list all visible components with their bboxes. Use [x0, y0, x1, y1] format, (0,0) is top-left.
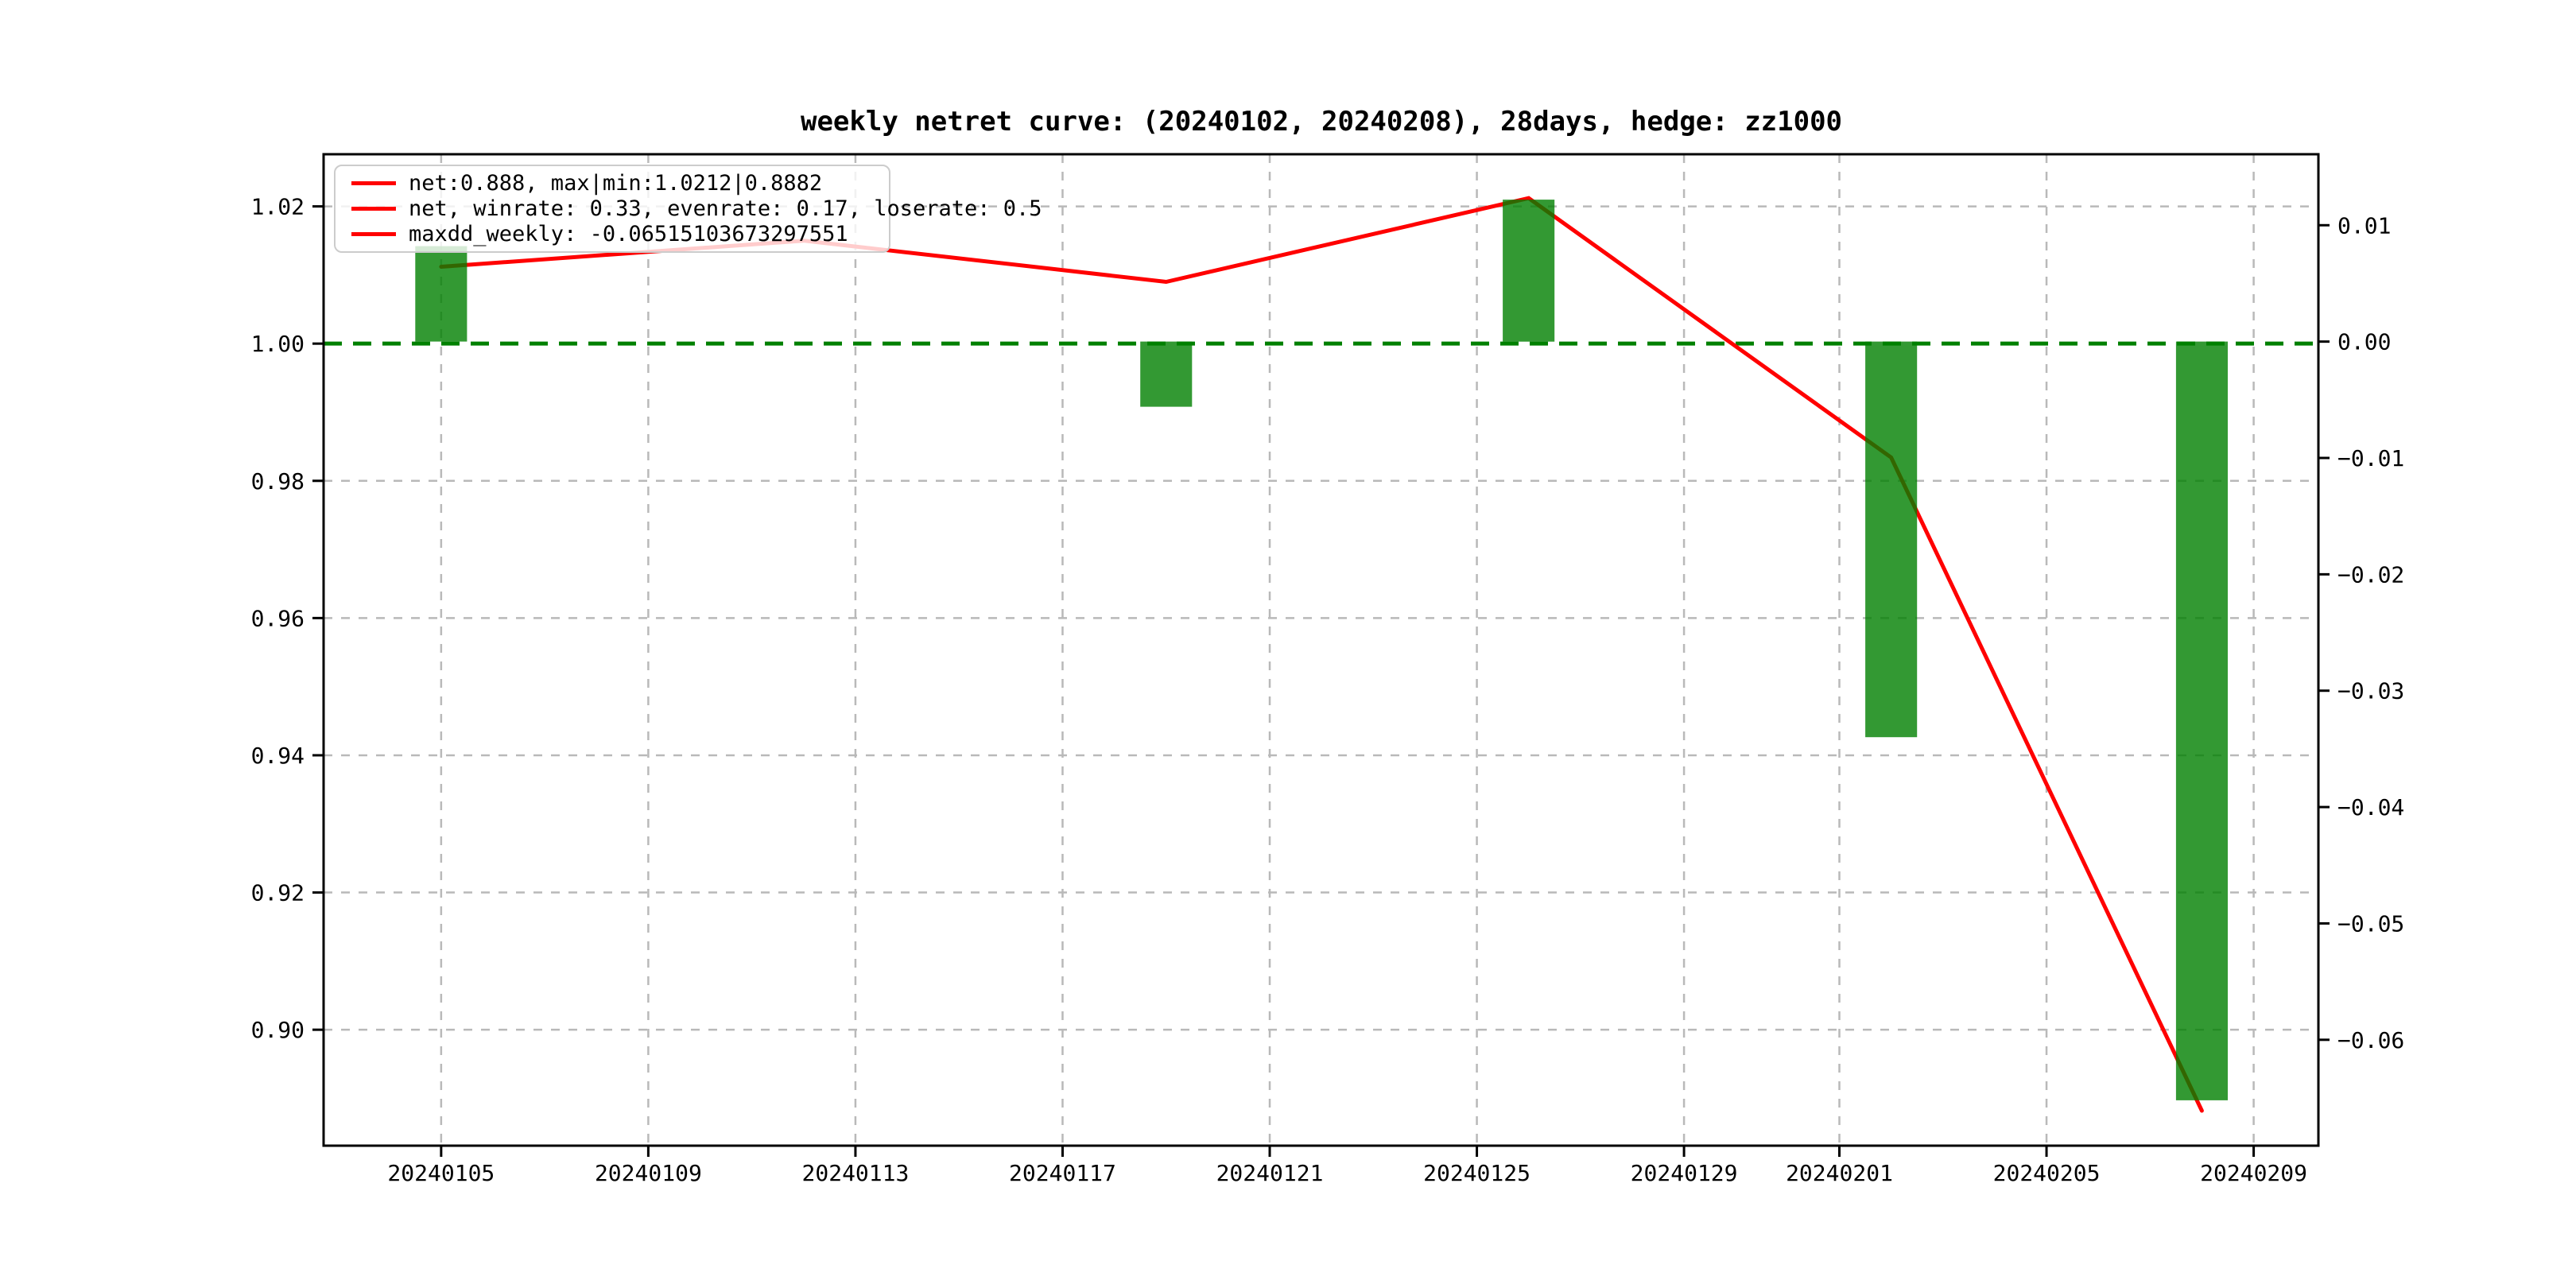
right-axis-tick-label: −0.04	[2337, 794, 2404, 821]
left-axis-tick-label: 0.92	[251, 880, 305, 906]
left-axis-tick-label: 1.02	[251, 194, 305, 220]
legend-entry: net:0.888, max|min:1.0212|0.8882	[340, 171, 881, 196]
x-axis-tick-label: 20240201	[1786, 1160, 1893, 1186]
weekly-return-bar	[1503, 200, 1555, 342]
weekly-return-bar	[1865, 341, 1918, 738]
left-axis-tick-label: 0.98	[251, 468, 305, 495]
legend-line-sample-icon	[351, 181, 396, 186]
right-axis-tick-label: −0.05	[2337, 910, 2404, 937]
plot-border	[322, 153, 2320, 1147]
left-axis-tick-label: 1.00	[251, 331, 305, 357]
left-axis-tick-label: 0.90	[251, 1017, 305, 1043]
right-axis-tick-label: −0.01	[2337, 445, 2404, 471]
weekly-return-bar	[1140, 341, 1193, 407]
right-axis-tick-label: −0.03	[2337, 678, 2404, 704]
left-axis-tick-label: 0.94	[251, 743, 305, 769]
legend-entry: maxdd_weekly: -0.06515103673297551	[340, 221, 881, 246]
right-axis-tick-label: −0.02	[2337, 561, 2404, 588]
x-axis-tick-label: 20240105	[387, 1160, 495, 1186]
right-axis-tick-label: 0.01	[2337, 212, 2391, 239]
net-curve-line	[439, 196, 2204, 1113]
x-axis-tick-label: 20240209	[2200, 1160, 2307, 1186]
x-axis-tick-label: 20240117	[1009, 1160, 1116, 1186]
legend-entry-label: net, winrate: 0.33, evenrate: 0.17, lose…	[409, 196, 1042, 221]
weekly-return-bar	[2175, 341, 2228, 1100]
legend: net:0.888, max|min:1.0212|0.8882 net, win…	[334, 165, 1042, 253]
x-axis-tick-label: 20240109	[595, 1160, 702, 1186]
legend-line-sample-icon	[351, 207, 396, 211]
legend-entry-label: net:0.888, max|min:1.0212|0.8882	[409, 171, 823, 196]
legend-line-sample-icon	[351, 231, 396, 236]
legend-entry: net, winrate: 0.33, evenrate: 0.17, lose…	[340, 196, 1042, 222]
left-axis-tick-label: 0.96	[251, 605, 305, 631]
x-axis-tick-label: 20240205	[1993, 1160, 2101, 1186]
right-axis-tick-label: −0.06	[2337, 1027, 2404, 1053]
x-axis-tick-label: 20240121	[1216, 1160, 1324, 1186]
weekly-return-bar	[415, 246, 467, 342]
right-axis-tick-label: 0.00	[2337, 329, 2391, 355]
legend-entry-label: maxdd_weekly: -0.06515103673297551	[409, 221, 848, 246]
x-axis-tick-label: 20240129	[1631, 1160, 1738, 1186]
x-axis-tick-label: 20240113	[802, 1160, 910, 1186]
chart-title: weekly netret curve: (20240102, 20240208…	[800, 106, 1843, 138]
x-axis-tick-label: 20240125	[1423, 1160, 1530, 1186]
